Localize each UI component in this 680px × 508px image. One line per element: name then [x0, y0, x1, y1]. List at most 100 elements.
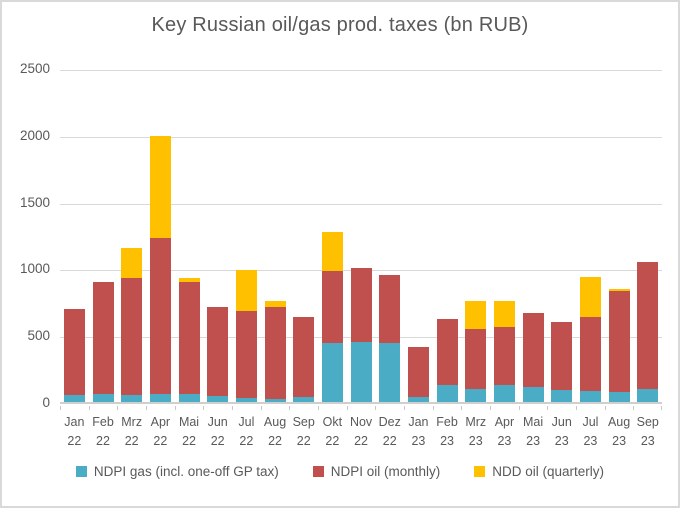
bar-segment-oil: [149, 237, 171, 394]
axis-tick-mark: [232, 406, 233, 410]
bar-segment-oil: [350, 268, 372, 342]
bar: [235, 270, 257, 402]
legend-label: NDD oil (quarterly): [492, 464, 605, 479]
y-axis-tick-label: 1000: [19, 261, 50, 277]
x-axis-tick-label: Feb 23: [436, 415, 458, 449]
bar-slot-apr-22: [146, 70, 175, 402]
bar-segment-ndd: [235, 270, 257, 312]
gridline: [60, 136, 662, 138]
axis-tick-mark: [289, 406, 290, 410]
legend-item-ndd: NDD oil (quarterly): [474, 464, 604, 479]
axis-tick-mark: [175, 406, 176, 410]
bar-segment-oil: [121, 278, 143, 395]
bar: [178, 278, 200, 402]
bar-slot-mai-22: [175, 70, 204, 402]
x-axis-tick-label: Mai 23: [523, 415, 544, 449]
bar-segment-gas: [436, 385, 458, 402]
bar: [493, 301, 515, 402]
bar-segment-gas: [63, 394, 85, 402]
axis-tick-mark: [375, 406, 376, 410]
bar: [551, 321, 573, 402]
axis-tick-mark: [146, 406, 147, 410]
bar-segment-ndd: [149, 136, 171, 238]
bar-segment-gas: [235, 398, 257, 402]
bar-segment-oil: [235, 311, 257, 398]
bar-segment-oil: [264, 306, 286, 399]
x-axis-tick-label: Mai 22: [178, 415, 200, 449]
bar-slot-aug-22: [261, 70, 290, 402]
bar: [264, 300, 286, 402]
bar-segment-oil: [493, 326, 515, 386]
bar-segment-oil: [436, 319, 458, 386]
bar: [608, 289, 630, 402]
x-axis-tick-label: Dez 22: [378, 415, 401, 449]
bar-segment-oil: [551, 321, 573, 390]
bar-segment-gas: [264, 398, 286, 402]
axis-tick-mark: [89, 406, 90, 410]
bar-slot-jul-23: [576, 70, 605, 402]
x-axis-tick-label: Feb 22: [92, 415, 114, 449]
bar-slot-sep-22: [289, 70, 318, 402]
bar-segment-gas: [579, 390, 601, 402]
axis-tick-mark: [519, 406, 520, 410]
x-axis-tick-label: Okt 22: [322, 415, 343, 449]
axis-tick-mark: [203, 406, 204, 410]
bar: [407, 347, 429, 402]
legend-item-gas: NDPI gas (incl. one-off GP tax): [75, 464, 279, 479]
axis-tick-mark: [60, 406, 61, 410]
axis-tick-mark: [261, 406, 262, 410]
x-axis-tick-label: Apr 23: [494, 415, 515, 449]
x-axis-tick-label: Jun 23: [551, 415, 572, 449]
bar-segment-ndd: [264, 300, 286, 307]
bar: [63, 309, 85, 402]
bar-segment-gas: [293, 396, 315, 402]
bar-slot-dez-22: [375, 70, 404, 402]
x-axis-tick-label: Jan 22: [64, 415, 85, 449]
bar-segment-oil: [207, 307, 229, 396]
bar-segment-gas: [608, 391, 630, 402]
bar-slot-jun-22: [203, 70, 232, 402]
bar-segment-gas: [207, 396, 229, 402]
x-axis-tick-label: Sep 23: [636, 415, 659, 449]
bar: [436, 319, 458, 402]
bar-slot-mai-23: [519, 70, 548, 402]
legend-item-oil: NDPI oil (monthly): [312, 464, 440, 479]
x-axis-labels: Jan 22 Feb 22 Mrz 22 Apr 22 Mai 22 Jun 22 Jul 22 Aug 22…: [60, 413, 662, 452]
bar-segment-gas: [407, 396, 429, 402]
bar-segment-oil: [63, 309, 85, 395]
bar-segment-gas: [178, 393, 200, 402]
bar-slot-okt-22: [318, 70, 347, 402]
axis-tick-mark: [404, 406, 405, 410]
bar-segment-gas: [551, 389, 573, 402]
axis-tick-mark: [347, 406, 348, 410]
bar: [579, 277, 601, 402]
bar: [637, 262, 659, 402]
bar-segment-oil: [637, 262, 659, 389]
y-axis-tick-label: 0: [42, 395, 50, 410]
y-axis-tick-label: 2500: [19, 61, 50, 76]
bar-segment-gas: [92, 393, 114, 402]
bar: [149, 136, 171, 402]
bar: [522, 312, 544, 402]
x-axis-tick-label: Aug 23: [607, 415, 631, 449]
x-axis-tick-label: Jul 23: [582, 415, 599, 449]
bar-slot-nov-22: [347, 70, 376, 402]
legend-swatch-oil: [312, 466, 324, 477]
axis-tick-mark: [117, 406, 118, 410]
gridline: [60, 70, 662, 71]
bar-segment-gas: [149, 393, 171, 402]
bar-slot-apr-23: [490, 70, 519, 402]
bar-segment-gas: [637, 388, 659, 402]
bar-segment-ndd: [321, 232, 343, 272]
bar-slot-feb-22: [89, 70, 118, 402]
axis-tick-mark: [433, 406, 434, 410]
bar-segment-oil: [379, 275, 401, 343]
bar-slot-jun-23: [547, 70, 576, 402]
x-axis-tick-label: Apr 22: [150, 415, 171, 449]
x-axis-tick-label: Mrz 23: [465, 415, 487, 449]
x-axis-tick-label: Mrz 22: [121, 415, 143, 449]
bar-segment-gas: [321, 343, 343, 402]
bar-segment-ndd: [493, 301, 515, 327]
axis-tick-mark: [661, 406, 662, 410]
